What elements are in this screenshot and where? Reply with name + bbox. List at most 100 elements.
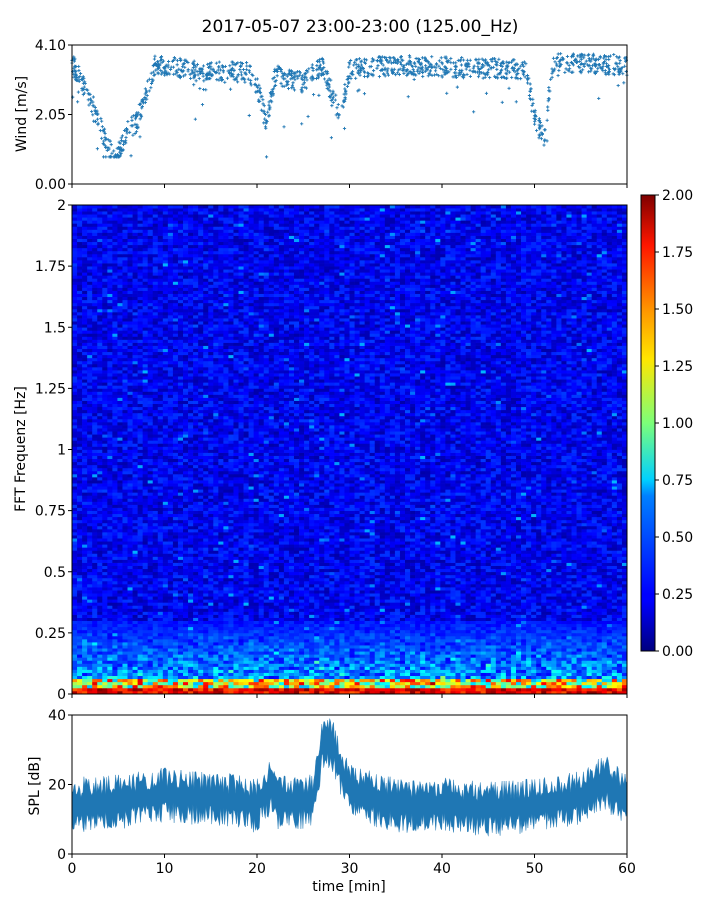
heatmap-cell: [415, 660, 421, 664]
heatmap-cell: [389, 642, 396, 646]
heatmap-cell: [268, 635, 275, 640]
heatmap-cell: [304, 623, 310, 628]
heatmap-cell: [526, 642, 532, 646]
heatmap-cell: [531, 635, 537, 640]
heatmap-cell: [314, 614, 320, 618]
heatmap-cell: [152, 623, 159, 628]
wind-point: [623, 64, 627, 68]
heatmap-cell: [611, 672, 618, 677]
heatmap-cell: [294, 620, 300, 625]
heatmap-cell: [132, 617, 138, 621]
heatmap-cell: [72, 638, 78, 643]
heatmap-cell: [601, 638, 608, 643]
heatmap-cell: [117, 614, 123, 618]
heatmap-cell: [157, 648, 164, 652]
heatmap-cell: [87, 635, 93, 640]
heatmap-cell: [510, 645, 517, 649]
wind-point: [476, 65, 480, 69]
heatmap-cell: [183, 663, 189, 667]
heatmap-cell: [132, 596, 138, 600]
heatmap-cell: [571, 617, 577, 621]
heatmap-cell: [299, 660, 305, 664]
wind-point: [200, 102, 205, 107]
heatmap-cell: [329, 635, 335, 640]
heatmap-cell: [294, 645, 300, 649]
heatmap-cell: [309, 672, 315, 677]
heatmap-cell: [556, 614, 562, 618]
heatmap-cell: [82, 614, 88, 618]
heatmap-cell: [112, 687, 118, 692]
heatmap-cell: [465, 666, 471, 670]
heatmap-cell: [596, 620, 603, 625]
heatmap-cell: [591, 660, 598, 664]
heatmap-cell: [82, 684, 88, 689]
heatmap-cell: [561, 657, 567, 661]
heatmap-cell: [536, 678, 542, 683]
heatmap-cell: [334, 602, 340, 606]
heatmap-cell: [157, 681, 164, 686]
heatmap-cell: [510, 626, 517, 631]
heatmap-cell: [294, 648, 300, 652]
heatmap-cell: [490, 629, 497, 634]
heatmap-cell: [480, 632, 487, 637]
heatmap-cell: [591, 666, 598, 670]
heatmap-cell: [349, 626, 355, 631]
heatmap-cell: [485, 648, 492, 652]
wind-point: [195, 70, 199, 74]
heatmap-cell: [460, 672, 466, 677]
heatmap-cell: [516, 602, 522, 606]
heatmap-cell: [379, 617, 386, 621]
heatmap-cell: [349, 669, 355, 673]
wind-point: [149, 86, 153, 90]
heatmap-cell: [319, 632, 325, 637]
wind-point: [510, 75, 514, 80]
heatmap-cell: [616, 648, 623, 652]
heatmap-cell: [359, 663, 365, 667]
heatmap-cell: [112, 660, 118, 664]
heatmap-cell: [475, 678, 482, 683]
heatmap-cell: [490, 599, 497, 603]
heatmap-cell: [475, 617, 482, 621]
heatmap-cell: [213, 596, 219, 600]
heatmap-cell: [238, 611, 244, 615]
heatmap-cell: [117, 660, 123, 664]
heatmap-cell: [283, 602, 290, 606]
heatmap-cell: [455, 638, 461, 643]
heatmap-cell: [82, 645, 88, 649]
heatmap-cell: [460, 687, 466, 692]
heatmap-cell: [490, 642, 497, 646]
heatmap-cell: [177, 645, 184, 649]
heatmap-cell: [319, 651, 325, 655]
heatmap-cell: [258, 669, 265, 673]
heatmap-cell: [430, 648, 436, 652]
heatmap-cell: [394, 648, 401, 652]
heatmap-cell: [364, 681, 371, 686]
heatmap-cell: [117, 608, 123, 612]
heatmap-cell: [450, 651, 456, 655]
heatmap-cell: [228, 663, 234, 667]
heatmap-cell: [344, 599, 350, 603]
heatmap-cell: [288, 660, 295, 664]
heatmap-cell: [193, 642, 199, 646]
heatmap-cell: [314, 617, 320, 621]
heatmap-cell: [162, 687, 169, 692]
heatmap-cell: [455, 602, 461, 606]
heatmap-cell: [107, 672, 113, 677]
heatmap-cell: [571, 623, 577, 628]
heatmap-cell: [162, 638, 169, 643]
heatmap-cell: [551, 672, 557, 677]
heatmap-cell: [208, 660, 214, 664]
heatmap-cell: [445, 684, 451, 689]
wind-point: [439, 56, 443, 60]
heatmap-cell: [198, 617, 204, 621]
heatmap-cell: [198, 657, 204, 661]
heatmap-cell: [258, 638, 265, 643]
heatmap-cell: [334, 663, 340, 667]
heatmap-cell: [299, 632, 305, 637]
heatmap-cell: [233, 660, 239, 664]
heatmap-cell: [147, 593, 154, 597]
heatmap-cell: [551, 657, 557, 661]
heatmap-cell: [516, 620, 522, 625]
heatmap-cell: [541, 635, 547, 640]
heatmap-cell: [334, 681, 340, 686]
